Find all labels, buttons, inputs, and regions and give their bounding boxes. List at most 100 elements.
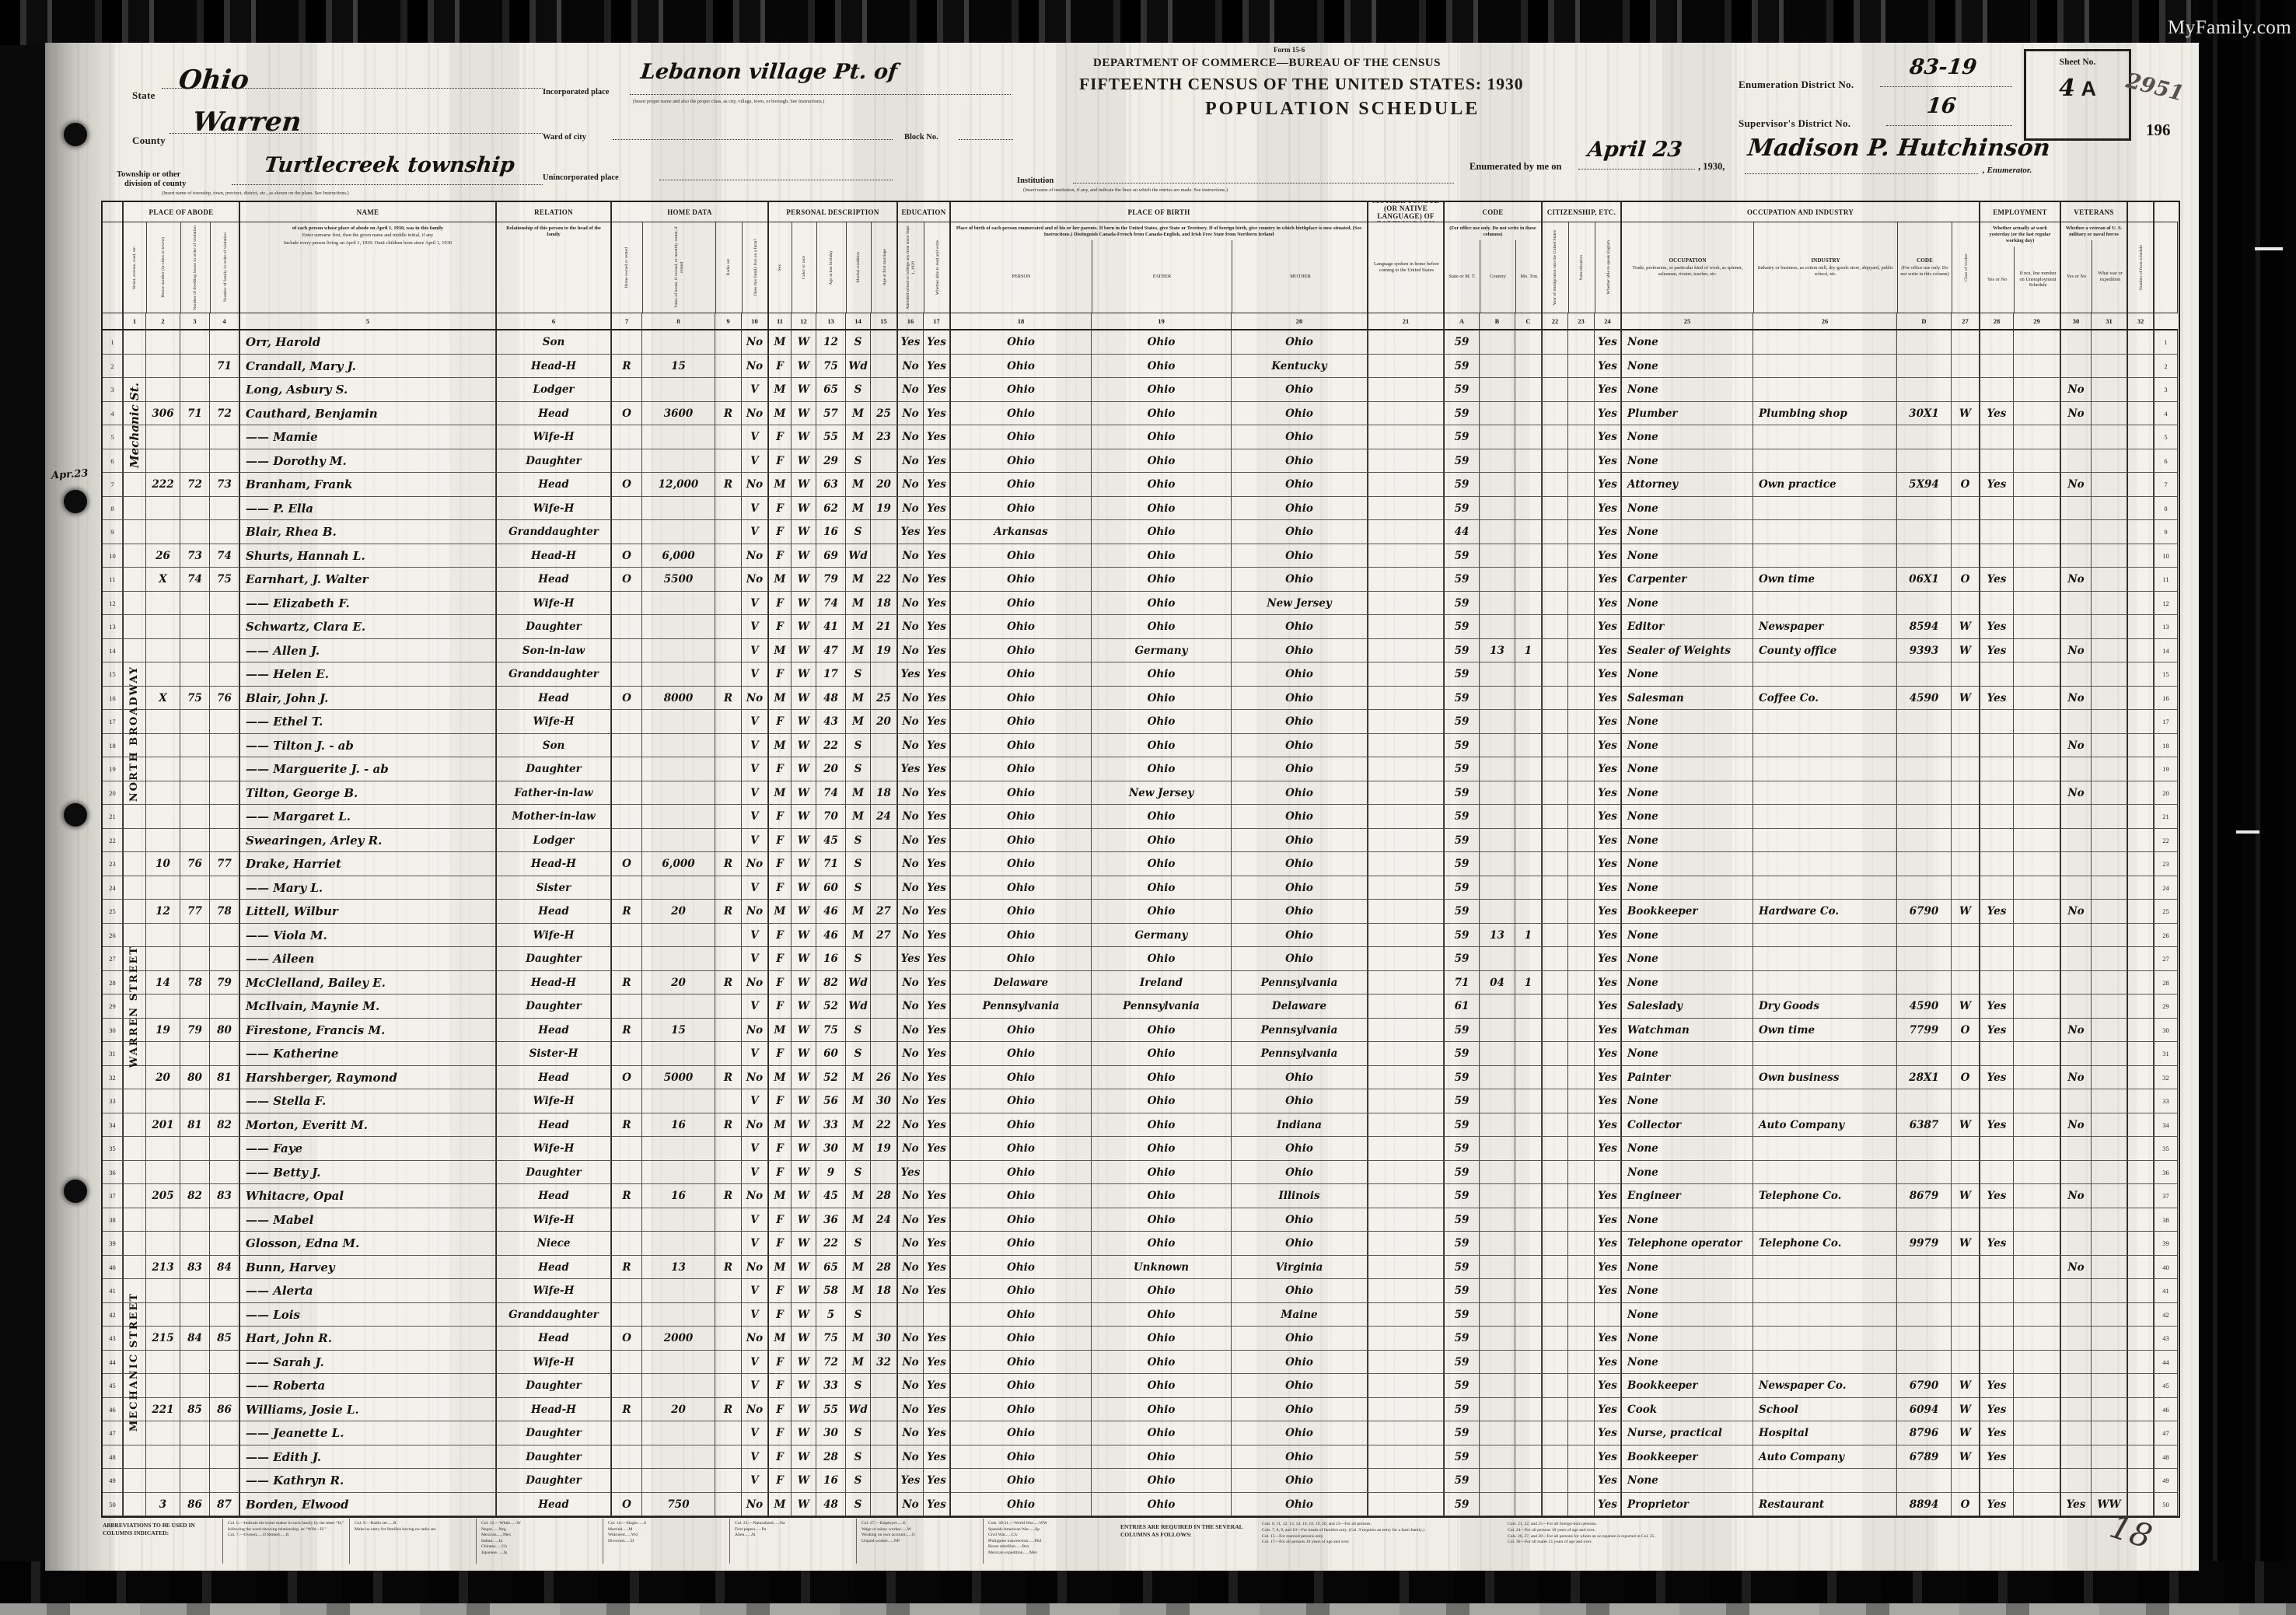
- cell-family: [210, 1421, 239, 1445]
- cell-relation: Lodger: [496, 828, 611, 852]
- cell-age: 75: [816, 1018, 846, 1042]
- cell-color: W: [792, 401, 816, 425]
- cell-cD: 8594: [1897, 615, 1952, 639]
- cell-tongue: [1368, 733, 1444, 757]
- cell-value: 8000: [642, 686, 715, 710]
- cell-agefm: [871, 970, 897, 995]
- cell-work: [1980, 781, 2014, 805]
- cell-rn: 25: [2154, 900, 2178, 924]
- cell-imm: [1542, 401, 1568, 425]
- cell-cD: 6789: [1897, 1445, 1952, 1469]
- cell-sex: F: [768, 1137, 792, 1161]
- cell-age: 16: [816, 1469, 846, 1493]
- cell-pob: Ohio: [950, 733, 1092, 757]
- cell-tongue: [1368, 995, 1444, 1019]
- cell-vet: No: [2060, 686, 2092, 710]
- cell-agefm: [871, 1232, 897, 1256]
- cell-imm: [1542, 686, 1568, 710]
- cell-occ: Bookkeeper: [1621, 900, 1753, 924]
- cell-marital: S: [846, 876, 871, 900]
- table-row: 22 Swearingen, Arley R. Lodger V F W 45 S No Yes O…: [103, 828, 2179, 852]
- cell-ind: Newspaper Co.: [1753, 1374, 1897, 1398]
- enumerated-year: , 1930,: [1698, 161, 1725, 172]
- cell-vet: [2060, 1421, 2092, 1445]
- cell-school: No: [897, 1232, 924, 1256]
- cell-ind: [1753, 378, 1897, 402]
- cell-work: Yes: [1980, 401, 2014, 425]
- cell-pob: Ohio: [950, 1279, 1092, 1303]
- col-group-title: HOME DATA: [611, 202, 768, 222]
- cell-cC: 1: [1515, 638, 1542, 662]
- cell-occ: None: [1621, 1469, 1753, 1493]
- cell-radio: R: [715, 900, 742, 924]
- cell-tongue: [1368, 1469, 1444, 1493]
- cell-value: [642, 1160, 715, 1184]
- cell-imm: [1542, 733, 1568, 757]
- cell-ind: [1753, 876, 1897, 900]
- cell-agefm: 18: [871, 1279, 897, 1303]
- cell-vet: No: [2060, 638, 2092, 662]
- cell-family: [210, 828, 239, 852]
- cell-occ: None: [1621, 1350, 1753, 1374]
- cell-family: 85: [210, 1327, 239, 1351]
- cell-sex: M: [768, 638, 792, 662]
- cell-house: [146, 1302, 180, 1327]
- cell-nat: [1568, 1113, 1595, 1137]
- cell-agefm: [871, 1160, 897, 1184]
- cell-farmsched: [2127, 686, 2154, 710]
- cell-pobf: Ohio: [1092, 686, 1232, 710]
- cell-ind: [1753, 1469, 1897, 1493]
- cell-sex: F: [768, 544, 792, 568]
- cell-cA: 59: [1444, 354, 1480, 378]
- cell-color: W: [792, 1208, 816, 1232]
- cell-pob: Ohio: [950, 568, 1092, 592]
- cell-dwelling: [180, 638, 210, 662]
- cell-radio: [715, 1421, 742, 1445]
- cell-cB: [1480, 354, 1515, 378]
- cell-marital: M: [846, 1255, 871, 1279]
- cell-rn: 1: [2154, 330, 2178, 355]
- cell-nat: [1568, 1492, 1595, 1516]
- cell-value: 750: [642, 1492, 715, 1516]
- cell-eng: Yes: [1595, 757, 1621, 781]
- cell-occ: Cook: [1621, 1397, 1753, 1421]
- cell-rn: 47: [2154, 1421, 2178, 1445]
- cell-sex: F: [768, 496, 792, 520]
- cell-street: [123, 900, 146, 924]
- cell-street: [123, 1089, 146, 1113]
- cell-cD: [1897, 1469, 1952, 1493]
- table-row: 6 —— Dorothy M. Daughter V F W 29 S No Yes Ohio Ohi…: [103, 449, 2179, 473]
- cell-sex: M: [768, 401, 792, 425]
- cell-occ: Bookkeeper: [1621, 1374, 1753, 1398]
- cell-agefm: 24: [871, 805, 897, 829]
- cell-radio: [715, 615, 742, 639]
- cell-marital: S: [846, 520, 871, 544]
- cell-ln: 11: [103, 568, 123, 592]
- cell-agefm: 26: [871, 1065, 897, 1089]
- cell-eng: Yes: [1595, 1279, 1621, 1303]
- cell-cC: [1515, 900, 1542, 924]
- cell-sex: F: [768, 1042, 792, 1066]
- cell-agefm: 32: [871, 1350, 897, 1374]
- cell-pob: Ohio: [950, 1492, 1092, 1516]
- cell-radio: [715, 638, 742, 662]
- cell-farm: V: [742, 757, 768, 781]
- cell-occ: None: [1621, 757, 1753, 781]
- cell-house: [146, 757, 180, 781]
- cell-work: [1980, 852, 2014, 876]
- cell-cls: [1952, 1160, 1980, 1184]
- cell-pob: Ohio: [950, 805, 1092, 829]
- cell-farmsched: [2127, 995, 2154, 1019]
- cell-farmsched: [2127, 1113, 2154, 1137]
- cell-cls: W: [1952, 1232, 1980, 1256]
- cell-dwelling: [180, 354, 210, 378]
- cell-war: [2092, 1089, 2127, 1113]
- cell-house: [146, 1445, 180, 1469]
- cell-cC: [1515, 1065, 1542, 1089]
- cell-tongue: [1368, 615, 1444, 639]
- cell-occ: None: [1621, 970, 1753, 995]
- cell-relation: Head-H: [496, 1397, 611, 1421]
- cell-cC: [1515, 568, 1542, 592]
- cell-farm: No: [742, 1018, 768, 1042]
- cell-cD: 8679: [1897, 1184, 1952, 1208]
